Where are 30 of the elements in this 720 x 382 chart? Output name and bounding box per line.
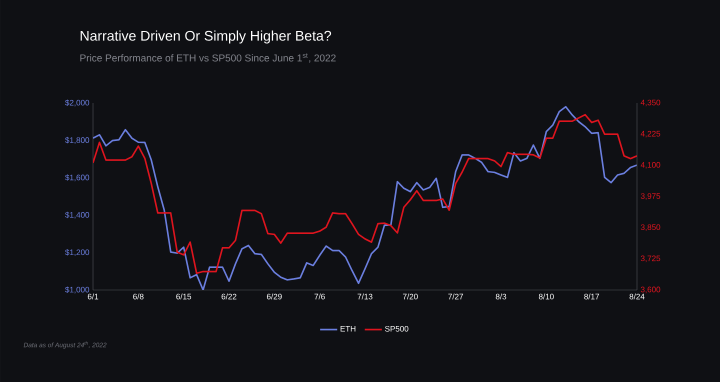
x-tick-label: 6/15: [176, 294, 192, 300]
legend-label: SP500: [385, 326, 408, 332]
x-tick-label: 8/10: [538, 294, 554, 300]
x-tick-label: 6/1: [88, 294, 98, 300]
x-tick-label: 7/6: [314, 294, 325, 300]
y-tick-label: $1,000: [65, 286, 90, 294]
y-tick-label: $2,000: [65, 100, 90, 106]
y-tick-label: $1,600: [65, 174, 90, 182]
y2-tick-label: 4,100: [640, 162, 660, 169]
chart-title: Narrative Driven Or Simply Higher Beta?: [80, 30, 332, 44]
x-tick-label: 8/17: [584, 294, 600, 300]
x-tick-label: 7/20: [402, 294, 418, 300]
y2-tick-label: 3,975: [640, 193, 660, 200]
x-tick-label: 6/8: [133, 294, 144, 300]
x-tick-label: 6/22: [222, 294, 236, 300]
x-tick-label: 7/13: [358, 294, 372, 300]
y2-tick-label: 4,350: [640, 100, 660, 106]
legend-label: ETH: [340, 326, 356, 332]
y-tick-label: $1,200: [65, 249, 90, 256]
x-tick-label: 7/27: [448, 294, 464, 300]
x-tick-label: 6/29: [266, 294, 282, 300]
y-tick-label: $1,400: [65, 212, 90, 219]
y2-tick-label: 3,600: [640, 286, 660, 294]
x-tick-label: 8/24: [630, 294, 645, 300]
y2-tick-label: 4,225: [640, 130, 660, 138]
x-tick-label: 8/3: [496, 294, 506, 300]
y2-tick-label: 3,725: [640, 256, 660, 262]
y-tick-label: $1,800: [65, 136, 90, 144]
chart-subtitle: Price Performance of ETH vs SP500 Since June 1$^{st}$, 2022: [80, 53, 336, 63]
y2-tick-label: 3,850: [640, 224, 660, 231]
